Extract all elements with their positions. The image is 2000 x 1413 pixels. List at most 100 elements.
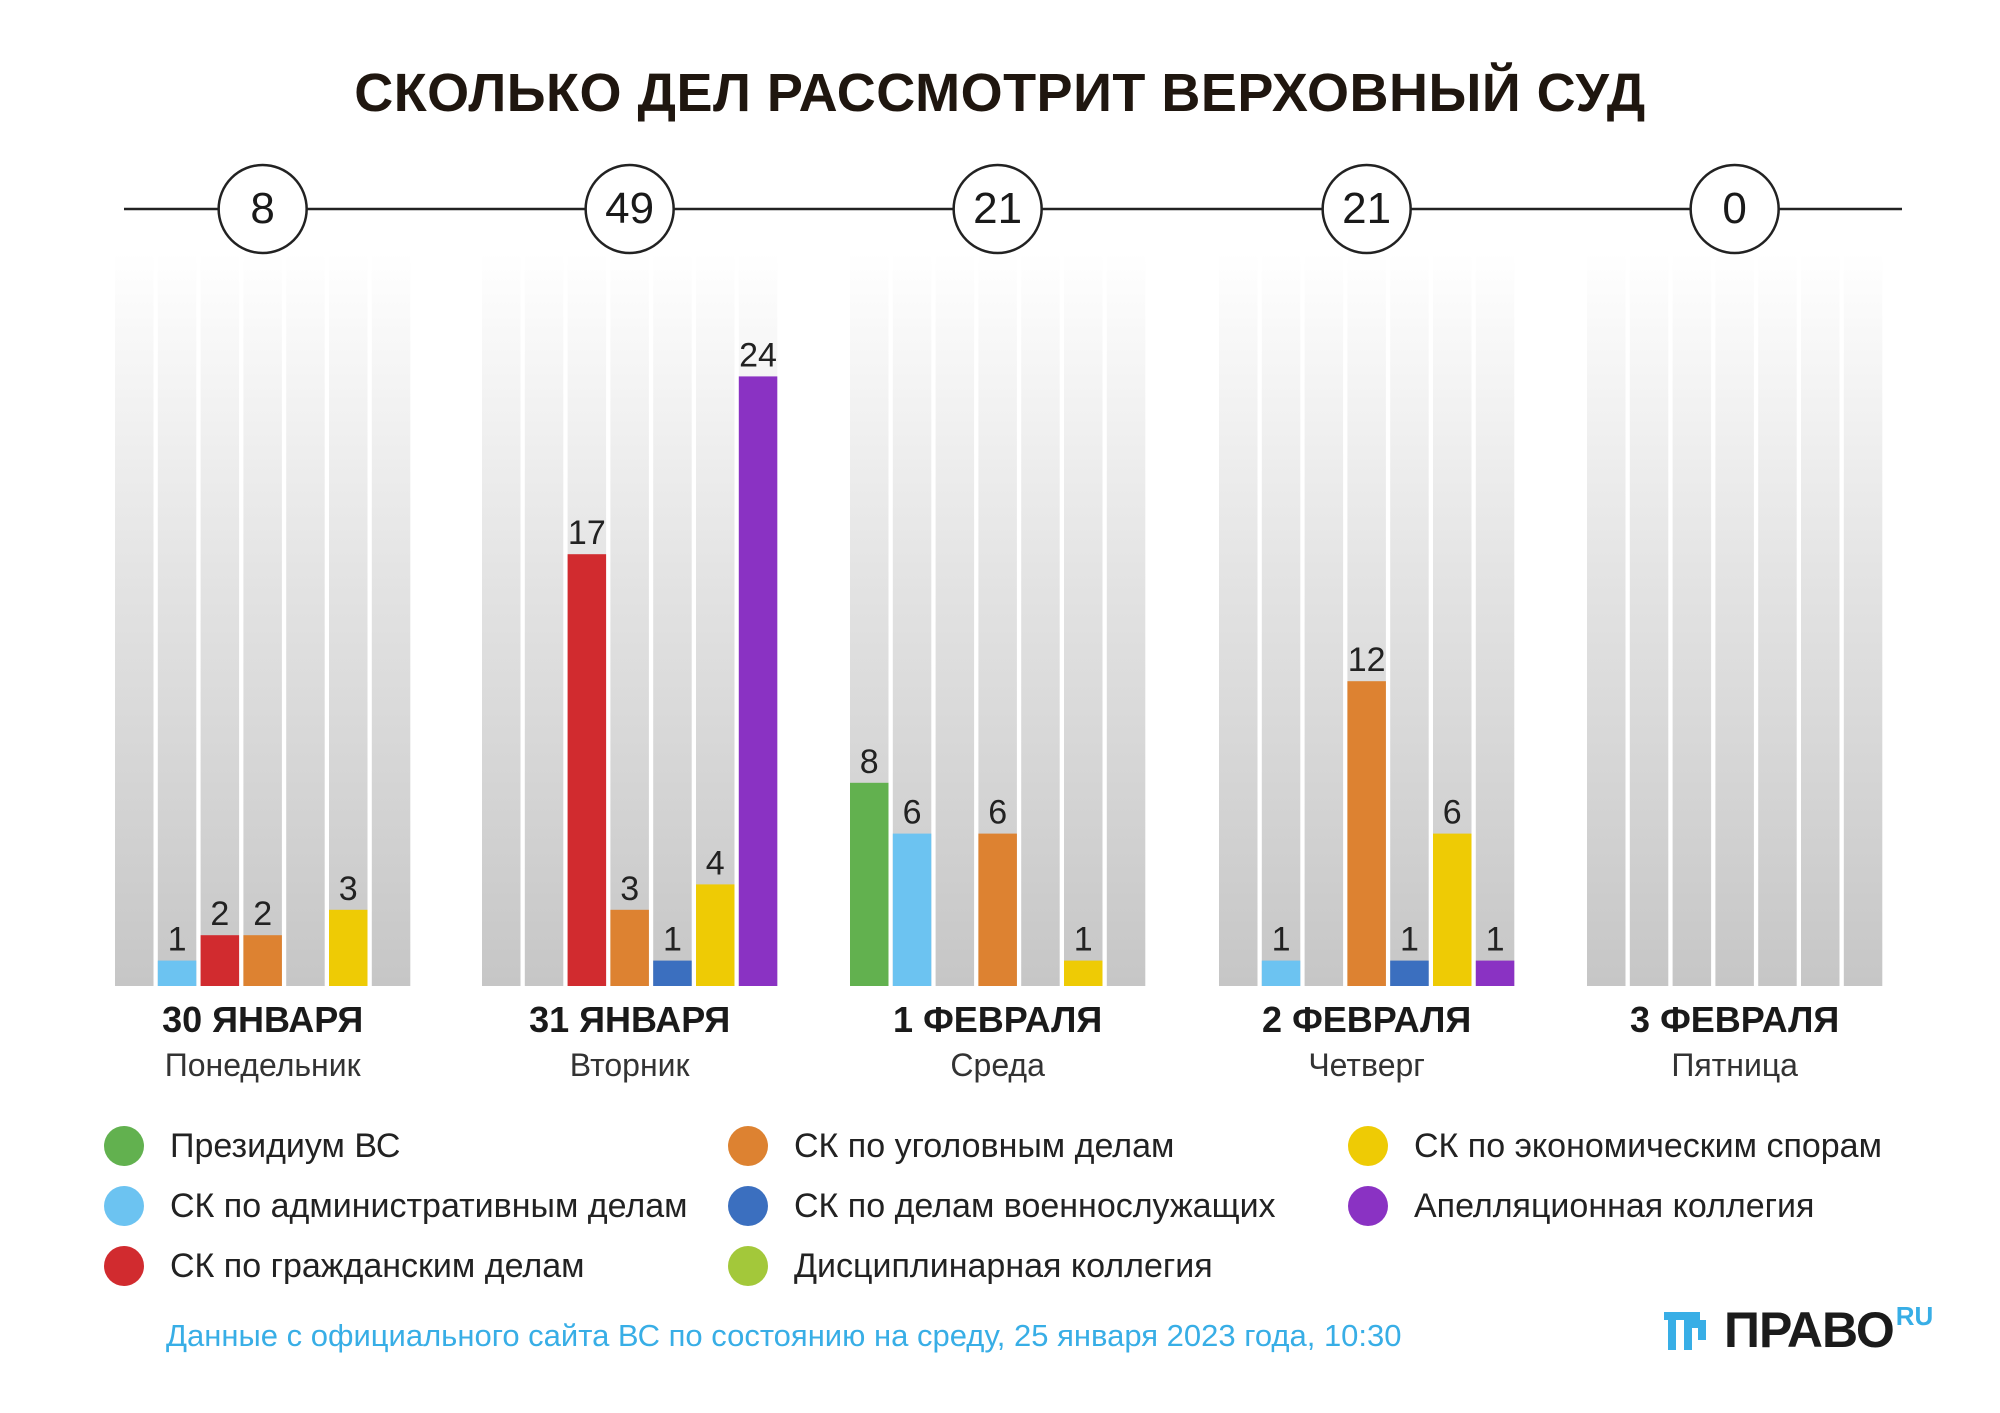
day-weekday-label: Четверг	[1308, 1047, 1425, 1083]
legend-item-admin: СК по административным делам	[104, 1184, 688, 1228]
logo-text: ПРАВО	[1724, 1302, 1895, 1358]
background-column	[696, 252, 735, 986]
pravo-ru-logo: ПРАВО RU	[1662, 1300, 1933, 1360]
background-column	[1843, 252, 1883, 986]
legend-label: СК по административным делам	[170, 1186, 688, 1225]
legend-dot-lime	[728, 1246, 768, 1286]
bar-value-label: 3	[620, 870, 639, 908]
legend-dot-orange	[728, 1126, 768, 1166]
bar-value-label: 24	[739, 336, 777, 374]
legend-item-presidium: Президиум ВС	[104, 1124, 400, 1168]
source-note: Данные с официального сайта ВС по состоя…	[166, 1318, 1402, 1353]
background-column	[115, 252, 154, 986]
background-column	[157, 252, 197, 986]
bar-appeal	[1475, 960, 1515, 986]
bar-value-label: 6	[988, 794, 1007, 832]
bar-value-label: 2	[210, 895, 229, 933]
legend-label: Дисциплинарная коллегия	[794, 1246, 1213, 1285]
bar-admin	[157, 960, 197, 986]
background-column	[1629, 252, 1669, 986]
legend-dot-purple	[1348, 1186, 1388, 1226]
legend-item-appeal: Апелляционная коллегия	[1348, 1184, 1814, 1228]
background-column	[1219, 252, 1258, 986]
background-column	[1304, 252, 1344, 986]
bar-value-label: 3	[339, 870, 358, 908]
bar-value-label: 1	[1272, 921, 1291, 959]
legend-label: СК по гражданским делам	[170, 1246, 585, 1285]
legend-label: Президиум ВС	[170, 1126, 401, 1165]
day-total-value: 0	[1722, 184, 1746, 233]
bar-civil	[567, 554, 607, 986]
chart-title: СКОЛЬКО ДЕЛ РАССМОТРИТ ВЕРХОВНЫЙ СУД	[354, 63, 1646, 123]
day-total-circle	[1689, 163, 1780, 255]
background-column	[1672, 252, 1712, 986]
day-date-label: 30 ЯНВАРЯ	[162, 999, 363, 1040]
background-column	[1106, 252, 1146, 986]
bar-value-label: 12	[1348, 641, 1386, 679]
legend-item-disciplinary: Дисциплинарная коллегия	[728, 1244, 1213, 1288]
legend-dot-blue	[728, 1186, 768, 1226]
bar-criminal	[978, 833, 1017, 986]
legend-dot-green	[104, 1126, 144, 1166]
bar-appeal	[738, 376, 778, 986]
bar-military	[653, 960, 692, 986]
pravo-logo-icon	[1664, 1312, 1706, 1350]
bar-value-label: 1	[168, 921, 187, 959]
logo-suffix: RU	[1895, 1300, 1934, 1331]
background-column	[243, 252, 282, 986]
background-column	[482, 252, 521, 986]
day-total-value: 8	[250, 184, 274, 233]
legend-dot-light-blue	[104, 1186, 144, 1226]
legend-dot-yellow	[1348, 1126, 1388, 1166]
day-date-label: 2 ФЕВРАЛЯ	[1262, 999, 1471, 1040]
bar-economic	[329, 909, 368, 986]
day-weekday-label: Вторник	[570, 1047, 691, 1083]
bar-value-label: 1	[663, 921, 682, 959]
background-column	[1758, 252, 1797, 986]
day-total-circle	[952, 163, 1043, 255]
bar-criminal	[610, 909, 649, 986]
legend-item-criminal: СК по уголовным делам	[728, 1124, 1174, 1168]
day-weekday-label: Понедельник	[165, 1047, 362, 1083]
bar-value-label: 1	[1400, 921, 1419, 959]
day-total-circle	[1321, 163, 1412, 255]
bar-value-label: 1	[1486, 921, 1505, 959]
bar-value-label: 8	[860, 743, 879, 781]
legend-label: СК по экономическим спорам	[1414, 1126, 1882, 1165]
background-column	[371, 252, 411, 986]
bar-value-label: 4	[706, 844, 725, 882]
day-total-value: 49	[605, 184, 654, 233]
background-column	[610, 252, 649, 986]
background-column	[1261, 252, 1301, 986]
bar-military	[1390, 960, 1429, 986]
background-column	[1715, 252, 1754, 986]
day-date-label: 31 ЯНВАРЯ	[529, 999, 730, 1040]
bar-presidium	[850, 782, 889, 986]
bar-value-label: 17	[568, 514, 606, 552]
bar-admin	[892, 833, 932, 986]
bar-value-label: 6	[903, 794, 922, 832]
bar-civil	[200, 935, 240, 986]
background-column	[1021, 252, 1060, 986]
bar-criminal	[1347, 681, 1386, 986]
background-column	[286, 252, 325, 986]
bar-value-label: 2	[253, 895, 272, 933]
background-column	[653, 252, 692, 986]
background-column	[200, 252, 240, 986]
legend-item-military: СК по делам военнослужащих	[728, 1184, 1276, 1228]
day-total-value: 21	[1342, 184, 1391, 233]
legend-label: СК по делам военнослужащих	[794, 1186, 1276, 1225]
background-column	[1390, 252, 1429, 986]
bar-economic	[1433, 833, 1472, 986]
day-weekday-label: Пятница	[1671, 1047, 1798, 1083]
bar-economic	[696, 884, 735, 986]
background-column	[935, 252, 975, 986]
legend-label: СК по уголовным делам	[794, 1126, 1175, 1165]
bar-admin	[1261, 960, 1301, 986]
background-column	[329, 252, 368, 986]
legend-label: Апелляционная коллегия	[1414, 1186, 1815, 1225]
background-column	[1587, 252, 1626, 986]
day-total-value: 21	[973, 184, 1022, 233]
bar-economic	[1064, 960, 1103, 986]
